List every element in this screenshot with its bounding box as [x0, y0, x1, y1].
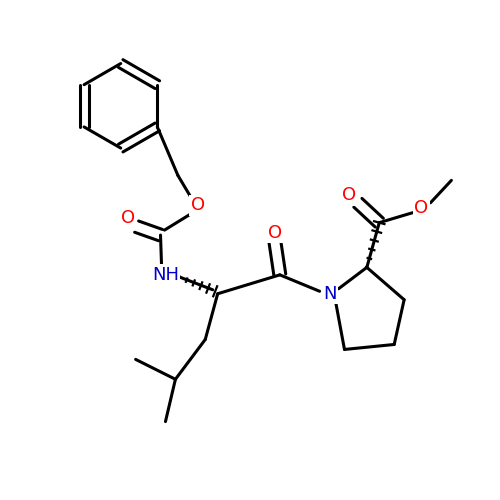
Text: O: O — [121, 208, 135, 226]
Text: O: O — [268, 224, 282, 242]
Text: N: N — [323, 285, 336, 303]
Text: NH: NH — [152, 266, 179, 284]
Text: O: O — [414, 198, 428, 216]
Text: O: O — [190, 196, 205, 214]
Text: O: O — [342, 186, 356, 204]
